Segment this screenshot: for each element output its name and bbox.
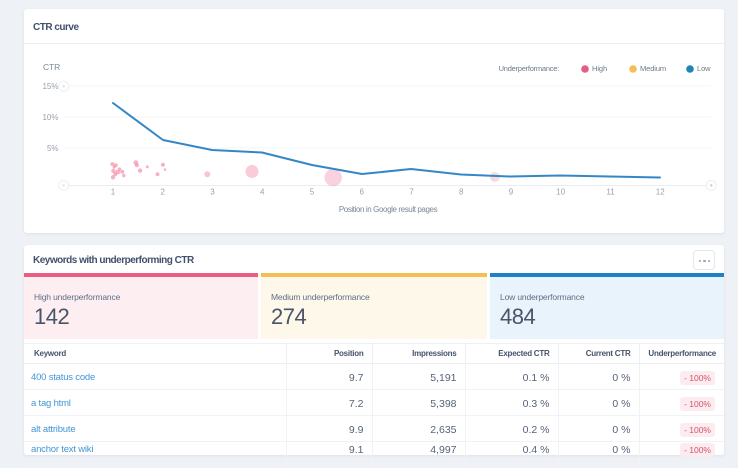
svg-text:5%: 5% <box>47 144 59 153</box>
svg-text:10: 10 <box>556 188 565 197</box>
svg-text:5: 5 <box>310 188 315 197</box>
svg-text:11: 11 <box>606 188 615 197</box>
svg-text:6: 6 <box>360 188 365 197</box>
svg-text:High: High <box>592 64 607 73</box>
svg-text:15%: 15% <box>42 82 58 91</box>
svg-text:2: 2 <box>161 188 166 197</box>
svg-text:4: 4 <box>260 188 265 197</box>
svg-text:10%: 10% <box>42 113 58 122</box>
svg-text:Low: Low <box>697 64 711 73</box>
svg-text:3: 3 <box>210 188 215 197</box>
svg-text:8: 8 <box>459 188 464 197</box>
svg-text:Underperformance:: Underperformance: <box>499 64 560 73</box>
svg-text:12: 12 <box>656 188 665 197</box>
svg-text:CTR: CTR <box>43 62 60 72</box>
svg-text:Position in Google result page: Position in Google result pages <box>339 205 438 214</box>
svg-text:7: 7 <box>409 188 414 197</box>
svg-text:Medium: Medium <box>640 64 666 73</box>
svg-text:9: 9 <box>509 188 514 197</box>
svg-text:1: 1 <box>111 188 116 197</box>
